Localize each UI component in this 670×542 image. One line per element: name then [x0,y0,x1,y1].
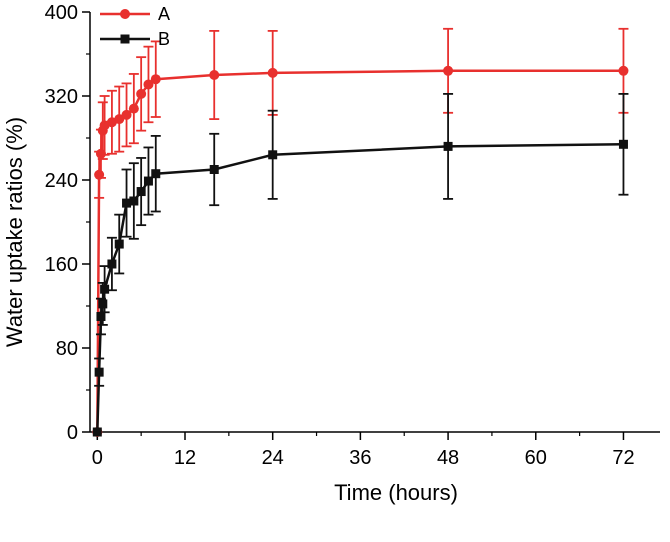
data-point [443,141,453,151]
data-point [96,312,106,321]
x-tick-label: 60 [525,447,547,469]
data-point [94,169,105,180]
data-point [100,284,110,294]
data-point [136,187,146,197]
y-tick-label: 160 [45,254,78,276]
data-point [150,74,161,85]
data-point [114,114,125,125]
y-tick-label: 0 [67,422,78,444]
data-point [92,427,102,437]
data-point [95,148,106,159]
data-point [143,176,153,186]
data-point [94,367,104,377]
data-point [151,169,161,179]
x-tick-label: 72 [612,447,634,469]
data-point [268,150,278,160]
x-tick-label: 36 [349,447,371,469]
series-B [92,93,629,437]
axes [89,12,660,433]
y-tick-label: 240 [45,170,78,192]
legend-item-A: A [100,4,170,24]
data-point [618,139,628,149]
x-axis-title: Time (hours) [334,480,458,505]
legend: AB [100,4,170,49]
x-tick-label: 48 [437,447,459,469]
series-line [96,69,624,433]
x-axis-ticks: 0 12 24 36 48 60 72 [92,432,635,469]
legend-item-B: B [100,29,170,49]
data-point [143,79,154,90]
x-tick-label: 12 [174,447,196,469]
legend-marker [120,34,130,44]
data-point [618,65,629,76]
series-layer [92,27,629,437]
y-tick-label: 320 [45,86,78,108]
data-point [267,67,278,78]
data-point [107,259,117,269]
y-tick-label: 400 [45,2,78,24]
y-axis-ticks: 0 80 160 240 320 400 [45,2,90,444]
data-point [121,109,132,120]
data-point [128,103,139,114]
data-point [129,196,139,206]
y-axis-title: Water uptake ratios (%) [2,117,27,347]
data-point [98,299,108,309]
data-point [136,88,147,99]
legend-label: A [158,4,170,24]
legend-marker [120,9,130,19]
series-line [96,143,624,433]
x-tick-label: 0 [92,447,103,469]
legend-label: B [158,29,170,49]
data-point [114,239,124,249]
data-point [122,198,132,208]
y-tick-label: 80 [56,338,78,360]
x-tick-label: 24 [262,447,284,469]
data-point [443,65,454,76]
series-A [92,27,629,437]
data-point [209,70,220,80]
data-point [209,165,219,174]
